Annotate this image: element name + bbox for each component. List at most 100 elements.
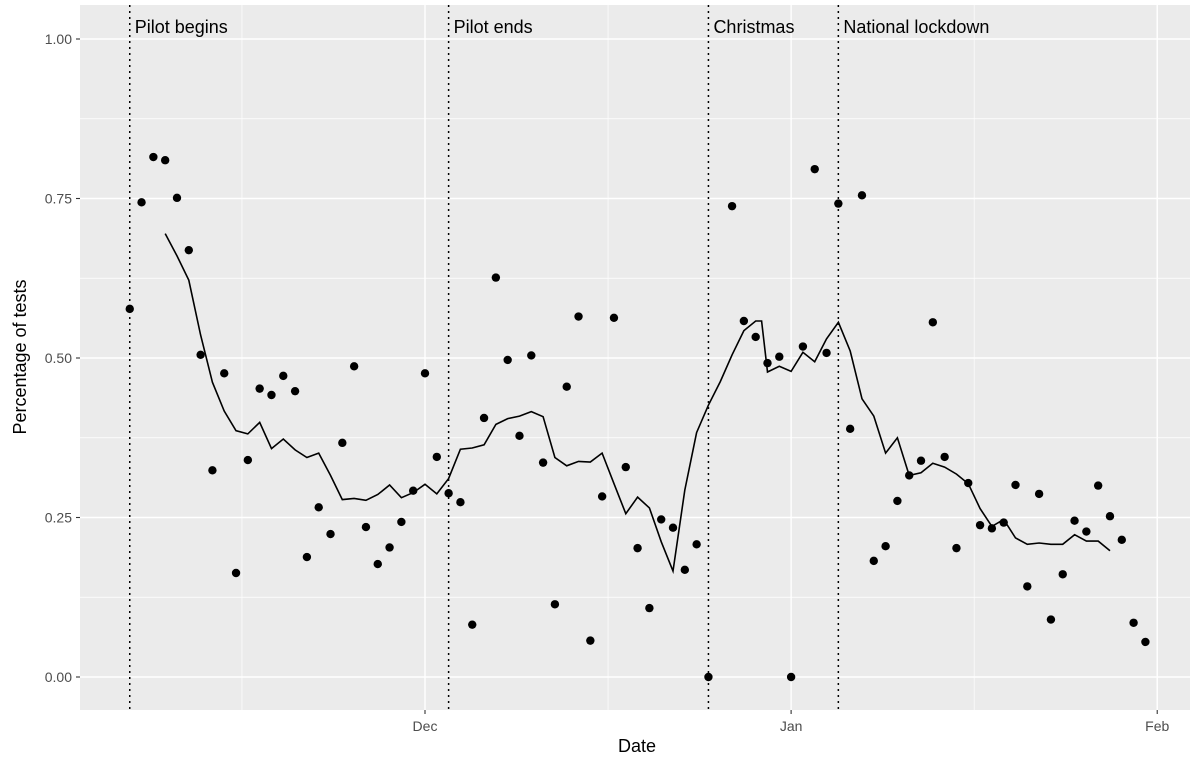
data-point [479,413,489,423]
data-point [550,600,560,609]
grid-major [80,5,1190,710]
data-point [586,636,595,645]
data-point [491,273,501,282]
data-point [810,164,819,174]
y-tick-label: 0.75 [45,191,72,207]
data-point [1141,637,1150,647]
event-label: Christmas [713,17,794,37]
data-point [739,316,749,326]
data-point [657,515,666,524]
data-point [562,382,571,391]
data-point [786,672,796,682]
data-point [326,529,335,539]
data-point [160,156,170,165]
x-axis-title: Date [618,736,656,756]
data-point [408,486,418,495]
data-point [692,540,701,549]
y-axis: 0.00 0.25 0.50 0.75 1.00 [45,31,80,685]
y-tick-label: 0.50 [45,350,72,366]
event-label: National lockdown [843,17,989,37]
data-point [645,603,654,613]
data-point [1046,615,1056,624]
data-point [527,351,536,360]
data-point [987,524,997,533]
data-point [845,424,855,434]
data-point [1093,481,1103,490]
data-point [609,313,619,323]
data-point [857,191,867,200]
data-point [1034,489,1044,499]
data-point [798,342,808,351]
data-point [775,352,784,361]
data-point [822,348,831,358]
data-point [314,503,323,512]
x-tick-label: Jan [780,718,803,734]
data-point [763,358,772,368]
event-label: Pilot begins [135,17,228,37]
data-point [928,318,938,327]
event-labels: Pilot begins Pilot ends Christmas National … [135,17,990,37]
x-tick-label: Feb [1145,718,1169,734]
data-point [279,371,288,381]
data-point [515,431,524,441]
data-point [964,478,973,488]
data-point [468,620,477,629]
x-axis: Dec Jan Feb [413,710,1169,734]
data-point [1105,512,1115,521]
data-point [1082,527,1091,536]
data-point [538,458,548,467]
data-point [290,386,300,396]
data-point [503,355,512,365]
data-point [1070,516,1079,525]
x-tick-label: Dec [413,718,438,734]
data-point [1058,570,1067,579]
data-point [456,497,465,507]
data-point [302,552,312,562]
data-point [834,199,843,208]
data-points [125,152,1150,682]
data-point [231,568,241,578]
data-point [869,556,878,566]
data-point [1011,480,1020,490]
data-point [940,452,949,462]
data-point [597,492,607,501]
data-point [1117,535,1126,545]
y-tick-label: 1.00 [45,31,72,47]
data-point [1129,618,1138,627]
y-tick-label: 0.00 [45,669,72,685]
data-point [999,518,1008,527]
data-point [149,152,158,162]
data-point [905,471,914,480]
data-point [184,245,193,255]
data-point [881,542,890,551]
data-point [338,438,347,448]
data-point [727,201,737,211]
data-point [444,489,453,498]
data-point [137,198,146,207]
data-point [349,362,359,371]
data-point [172,193,182,203]
data-point [397,517,406,527]
data-point [633,543,642,553]
y-axis-title: Percentage of tests [10,279,30,434]
data-point [267,390,276,400]
data-point [125,304,134,314]
data-point [196,350,205,360]
data-point [952,543,961,553]
data-point [1023,582,1032,591]
data-point [208,466,217,475]
event-label: Pilot ends [454,17,533,37]
data-point [432,452,442,462]
data-point [668,523,678,532]
data-point [751,332,760,342]
data-point [916,456,926,465]
data-point [361,522,371,532]
data-point [704,672,713,682]
data-point [621,462,630,472]
data-point [975,520,985,530]
data-point [373,559,382,569]
data-point [220,369,229,378]
data-point [243,455,253,465]
